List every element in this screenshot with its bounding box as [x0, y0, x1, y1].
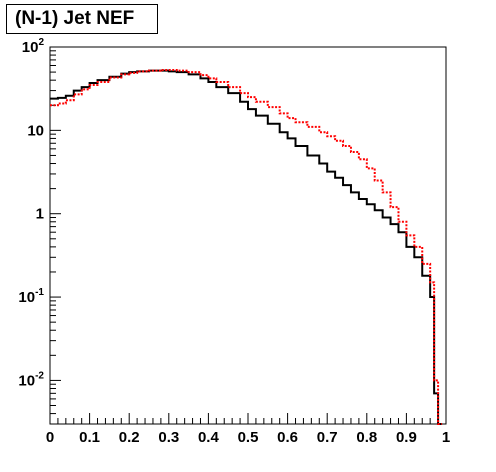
- series-line-1: [50, 69, 443, 425]
- x-tick-label: 0.7: [317, 429, 338, 446]
- x-tick-label: 0.4: [198, 429, 220, 446]
- x-tick-label: 0.8: [356, 429, 377, 446]
- x-tick-label: 1: [442, 429, 450, 446]
- x-tick-label: 0.3: [158, 429, 179, 446]
- x-tick-label: 0.5: [238, 429, 259, 446]
- x-tick-label: 0.6: [277, 429, 298, 446]
- y-tick-label: 1: [36, 206, 44, 223]
- x-tick-label: 0.9: [396, 429, 417, 446]
- x-tick-label: 0.1: [79, 429, 100, 446]
- x-tick-label: 0: [46, 429, 54, 446]
- y-tick-label: 102: [22, 37, 45, 56]
- y-axis: 10-2 10-1 1 10 102: [18, 37, 61, 425]
- y-tick-label: 10-1: [18, 287, 44, 306]
- chart-title: (N-1) Jet NEF: [6, 4, 158, 34]
- x-tick-label: 0.2: [119, 429, 140, 446]
- series-line-2: [50, 68, 443, 425]
- x-axis: 0 0.1 0.2 0.3 0.4 0.5 0.6 0.7 0.8 0.9 1: [46, 413, 450, 446]
- y-tick-label: 10-2: [18, 370, 44, 389]
- y-tick-label: 10: [27, 122, 44, 139]
- series-layer: [50, 68, 443, 425]
